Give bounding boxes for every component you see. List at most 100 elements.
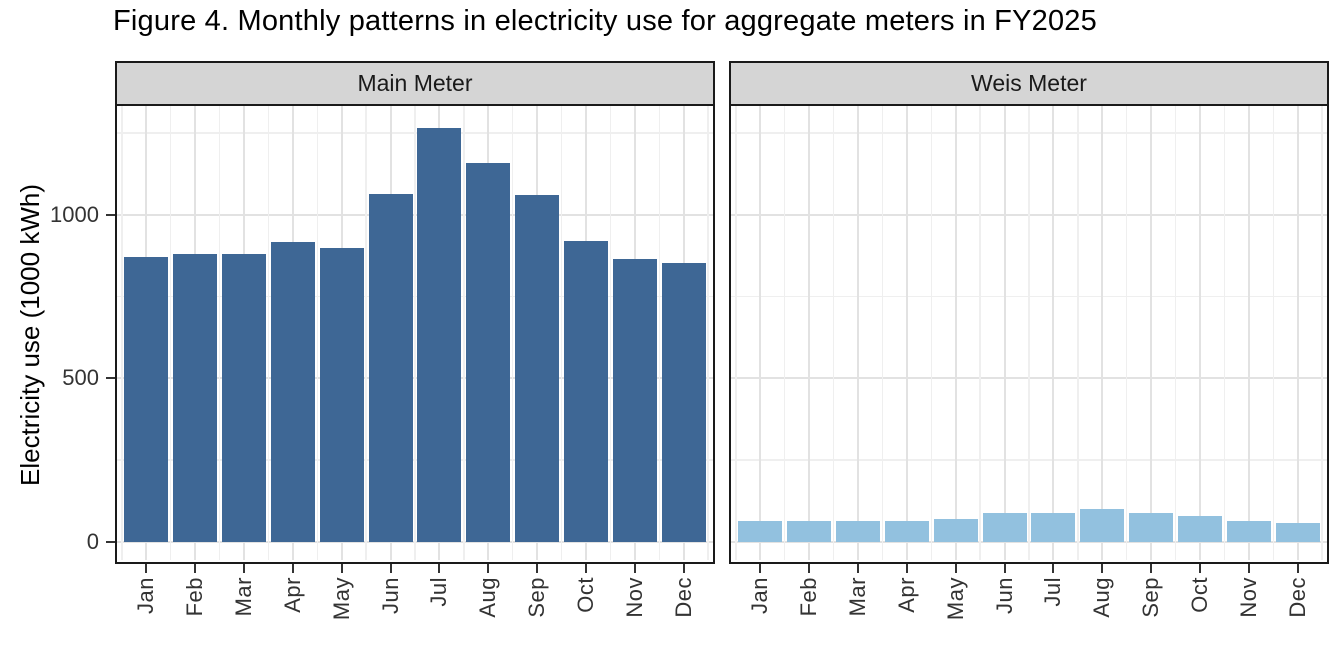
- x-tick-label-jan: Jan: [747, 577, 773, 614]
- x-tick-apr: [905, 564, 908, 573]
- x-tick-label-jul: Jul: [1040, 577, 1066, 607]
- gridline-minor-x: [1321, 106, 1323, 560]
- x-tick-label-oct: Oct: [1186, 577, 1212, 613]
- gridline-minor-x: [658, 106, 660, 560]
- gridline-minor-x: [316, 106, 319, 560]
- x-tick-label-sep: Sep: [524, 577, 550, 618]
- gridline-minor-x: [609, 106, 612, 560]
- facet-strip-weis: Weis Meter: [729, 61, 1329, 106]
- gridline-minor-x: [414, 106, 416, 560]
- gridline-major-x: [1052, 106, 1055, 560]
- bar-jan: [738, 520, 783, 542]
- x-tick-nov: [633, 564, 636, 573]
- gridline-major-x: [954, 106, 957, 560]
- bar-sep: [515, 194, 560, 542]
- x-tick-label-nov: Nov: [1235, 577, 1261, 618]
- gridline-minor-x: [463, 106, 465, 560]
- gridline-major-x: [1003, 106, 1006, 560]
- facet-weis-meter: Weis Meter Jan Feb Mar Apr May Jun Jul Aug Sep Oc…: [729, 61, 1329, 661]
- x-tick-aug: [1101, 564, 1104, 573]
- bar-dec: [661, 263, 706, 542]
- plot-area-weis: [729, 106, 1329, 564]
- x-tick-label-apr: Apr: [279, 577, 305, 613]
- gridline-minor-x: [511, 106, 514, 560]
- x-tick-label-dec: Dec: [1284, 577, 1310, 618]
- facet-strip-label-weis: Weis Meter: [971, 70, 1087, 96]
- y-tick-label-500: 500: [62, 365, 99, 391]
- x-tick-jan: [759, 564, 762, 573]
- gridline-minor-x: [1272, 106, 1274, 560]
- x-tick-mar: [857, 564, 860, 573]
- x-tick-dec: [1296, 564, 1299, 573]
- x-tick-label-oct: Oct: [572, 577, 598, 613]
- bar-oct: [1177, 515, 1222, 542]
- x-tick-oct: [584, 564, 587, 573]
- gridline-minor-x: [783, 106, 786, 560]
- gridline-minor-x: [1174, 106, 1177, 560]
- x-tick-jul: [1052, 564, 1055, 573]
- y-tick-1000: [106, 213, 115, 216]
- plot-area-main: [115, 106, 715, 564]
- gridline-major-x: [1247, 106, 1250, 560]
- y-tick-0: [106, 540, 115, 543]
- x-tick-label-nov: Nov: [621, 577, 647, 618]
- x-tick-jul: [438, 564, 441, 573]
- bar-nov: [1226, 521, 1271, 542]
- bar-mar: [222, 253, 267, 542]
- gridline-major-x: [1101, 106, 1104, 560]
- x-tick-sep: [536, 564, 539, 573]
- bar-jul: [1031, 512, 1076, 542]
- gridline-minor-x: [707, 106, 709, 560]
- bar-apr: [884, 520, 929, 542]
- bar-may: [933, 519, 978, 542]
- x-tick-label-mar: Mar: [845, 577, 871, 617]
- bar-feb: [787, 520, 832, 542]
- facet-main-meter: Main Meter Jan Feb Mar Apr May Jun Jul Aug Sep Oc…: [115, 61, 715, 661]
- x-tick-label-feb: Feb: [182, 577, 208, 617]
- gridline-major-x: [905, 106, 908, 560]
- gridline-minor-x: [1028, 106, 1030, 560]
- gridline-minor-x: [832, 106, 835, 560]
- x-tick-label-aug: Aug: [475, 577, 501, 618]
- x-tick-label-jan: Jan: [133, 577, 159, 614]
- x-tick-label-aug: Aug: [1089, 577, 1115, 618]
- x-tick-label-jun: Jun: [377, 577, 403, 614]
- x-tick-sep: [1150, 564, 1153, 573]
- y-tick-500: [106, 377, 115, 380]
- x-tick-label-mar: Mar: [231, 577, 257, 617]
- bar-jan: [124, 257, 169, 542]
- bar-mar: [836, 520, 881, 542]
- x-tick-label-may: May: [328, 577, 354, 621]
- x-tick-jun: [389, 564, 392, 573]
- bar-feb: [173, 253, 218, 542]
- x-tick-label-jun: Jun: [991, 577, 1017, 614]
- x-tick-oct: [1198, 564, 1201, 573]
- gridline-major-x: [1198, 106, 1201, 560]
- bar-sep: [1129, 513, 1174, 542]
- x-tick-nov: [1247, 564, 1250, 573]
- gridline-major-x: [1150, 106, 1153, 560]
- x-tick-label-may: May: [942, 577, 968, 621]
- gridline-minor-x: [735, 106, 737, 560]
- gridline-minor-x: [218, 106, 221, 560]
- x-tick-label-sep: Sep: [1138, 577, 1164, 618]
- gridline-major-x: [1296, 106, 1299, 560]
- x-tick-feb: [194, 564, 197, 573]
- facet-strip-main: Main Meter: [115, 61, 715, 106]
- figure-title: Figure 4. Monthly patterns in electricit…: [113, 5, 1097, 37]
- gridline-minor-x: [1223, 106, 1226, 560]
- bar-nov: [612, 259, 657, 542]
- gridline-minor-x: [881, 106, 884, 560]
- x-tick-label-feb: Feb: [796, 577, 822, 617]
- y-axis-title: Electricity use (1000 kWh): [15, 184, 45, 486]
- y-tick-label-1000: 1000: [50, 201, 99, 227]
- gridline-major-x: [857, 106, 860, 560]
- bar-may: [319, 247, 364, 542]
- facet-strip-label-main: Main Meter: [357, 70, 473, 96]
- x-tick-mar: [243, 564, 246, 573]
- bar-jul: [417, 128, 462, 542]
- x-tick-may: [954, 564, 957, 573]
- x-tick-label-jul: Jul: [426, 577, 452, 607]
- bar-apr: [270, 241, 315, 542]
